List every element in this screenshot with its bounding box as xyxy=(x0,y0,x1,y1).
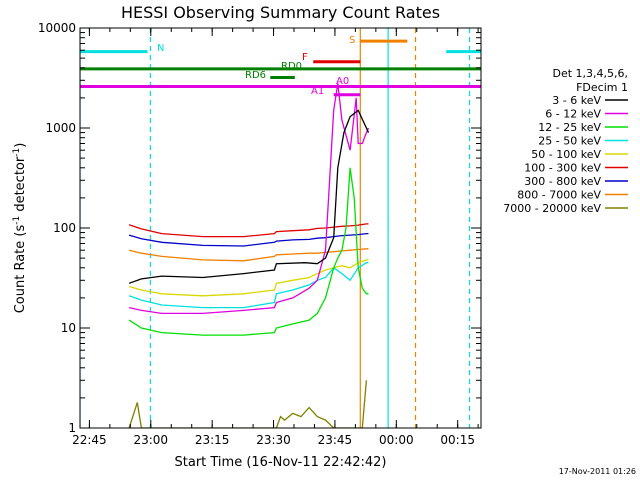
series-line-25-50-kev xyxy=(128,262,369,309)
chart-title: HESSI Observing Summary Count Rates xyxy=(121,3,440,22)
y-tick-label: 1000 xyxy=(45,121,76,135)
x-tick-label: 22:45 xyxy=(72,433,107,447)
legend-label: 3 - 6 keV xyxy=(552,94,601,107)
x-tick-label: 23:30 xyxy=(256,433,291,447)
state-label-rd6: RD6 xyxy=(245,70,266,81)
y-tick-label: 1 xyxy=(68,421,76,435)
series-line-300-800-kev xyxy=(128,232,369,247)
legend-header-2: FDecim 1 xyxy=(576,81,628,94)
legend-label: 6 - 12 keV xyxy=(545,108,601,121)
y-tick-label: 10 xyxy=(61,321,76,335)
state-label-a0: A0 xyxy=(336,76,349,87)
legend-label: 800 - 7000 keV xyxy=(517,189,601,202)
x-tick-label: 00:15 xyxy=(440,433,475,447)
series-line-3-6-kev xyxy=(128,109,370,284)
series-line-800-7000-kev xyxy=(128,248,369,262)
x-tick-label: 23:45 xyxy=(318,433,353,447)
series-line-100-300-kev xyxy=(128,223,369,238)
x-tick-label: 23:15 xyxy=(195,433,230,447)
y-tick-label: 10000 xyxy=(38,21,76,35)
legend-label: 12 - 25 keV xyxy=(538,121,601,134)
legend-label: 100 - 300 keV xyxy=(524,162,601,175)
state-label-a1: A1 xyxy=(311,86,324,97)
state-label-f: F xyxy=(302,52,308,63)
state-label-s: S xyxy=(349,35,355,46)
footer-timestamp: 17-Nov-2011 01:26 xyxy=(559,467,636,476)
x-tick-label: 00:00 xyxy=(379,433,414,447)
series-line-6-12-kev xyxy=(128,83,370,315)
legend-label: 300 - 800 keV xyxy=(524,175,601,188)
series-line-7000-20000-kev xyxy=(128,380,368,428)
x-axis-label: Start Time (16-Nov-11 22:42:42) xyxy=(175,455,387,470)
y-axis-label: Count Rate (s-1 detector-1) xyxy=(12,143,28,314)
series-line-50-100-kev xyxy=(128,259,369,297)
x-tick-label: 23:00 xyxy=(133,433,168,447)
series-line-12-25-kev xyxy=(128,167,369,336)
legend-label: 50 - 100 keV xyxy=(531,148,601,161)
legend-label: 25 - 50 keV xyxy=(538,135,601,148)
legend-header-1: Det 1,3,4,5,6, xyxy=(552,67,628,80)
state-label-n: N xyxy=(157,43,164,54)
legend-label: 7000 - 20000 keV xyxy=(503,202,601,215)
y-tick-label: 100 xyxy=(53,221,76,235)
state-label-rd0: RD0 xyxy=(281,61,302,72)
